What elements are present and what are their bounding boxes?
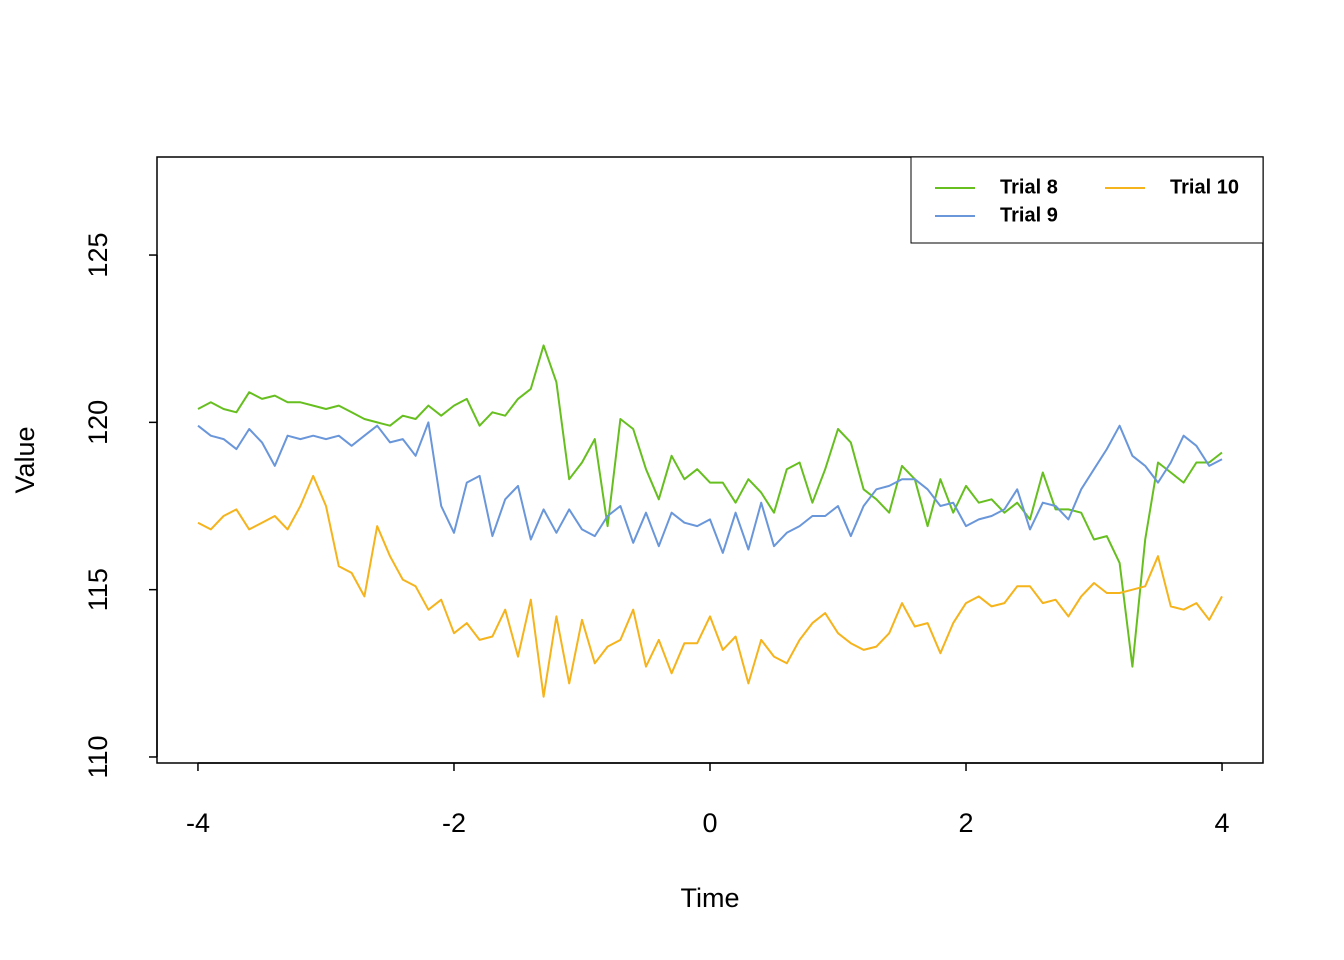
series-line xyxy=(197,474,1223,698)
series-line xyxy=(197,344,1223,668)
plot-frame xyxy=(156,156,1264,764)
legend-label: Trial 9 xyxy=(1000,204,1058,226)
legend-box xyxy=(910,156,1264,244)
x-tick-label: 4 xyxy=(1215,808,1230,838)
x-tick-label: 2 xyxy=(959,808,974,838)
legend-label: Trial 8 xyxy=(1000,176,1058,198)
series-line xyxy=(197,421,1223,554)
x-tick-label: -4 xyxy=(186,808,210,838)
y-tick-label: 120 xyxy=(83,400,113,445)
legend-label: Trial 10 xyxy=(1170,176,1239,198)
y-tick-label: 125 xyxy=(83,233,113,278)
y-tick-label: 110 xyxy=(83,735,113,778)
x-axis-label: Time xyxy=(681,883,740,913)
x-tick-label: -2 xyxy=(442,808,466,838)
y-axis-label: Value xyxy=(10,426,40,493)
x-tick-label: 0 xyxy=(702,808,717,838)
y-tick-label: 115 xyxy=(83,568,113,611)
